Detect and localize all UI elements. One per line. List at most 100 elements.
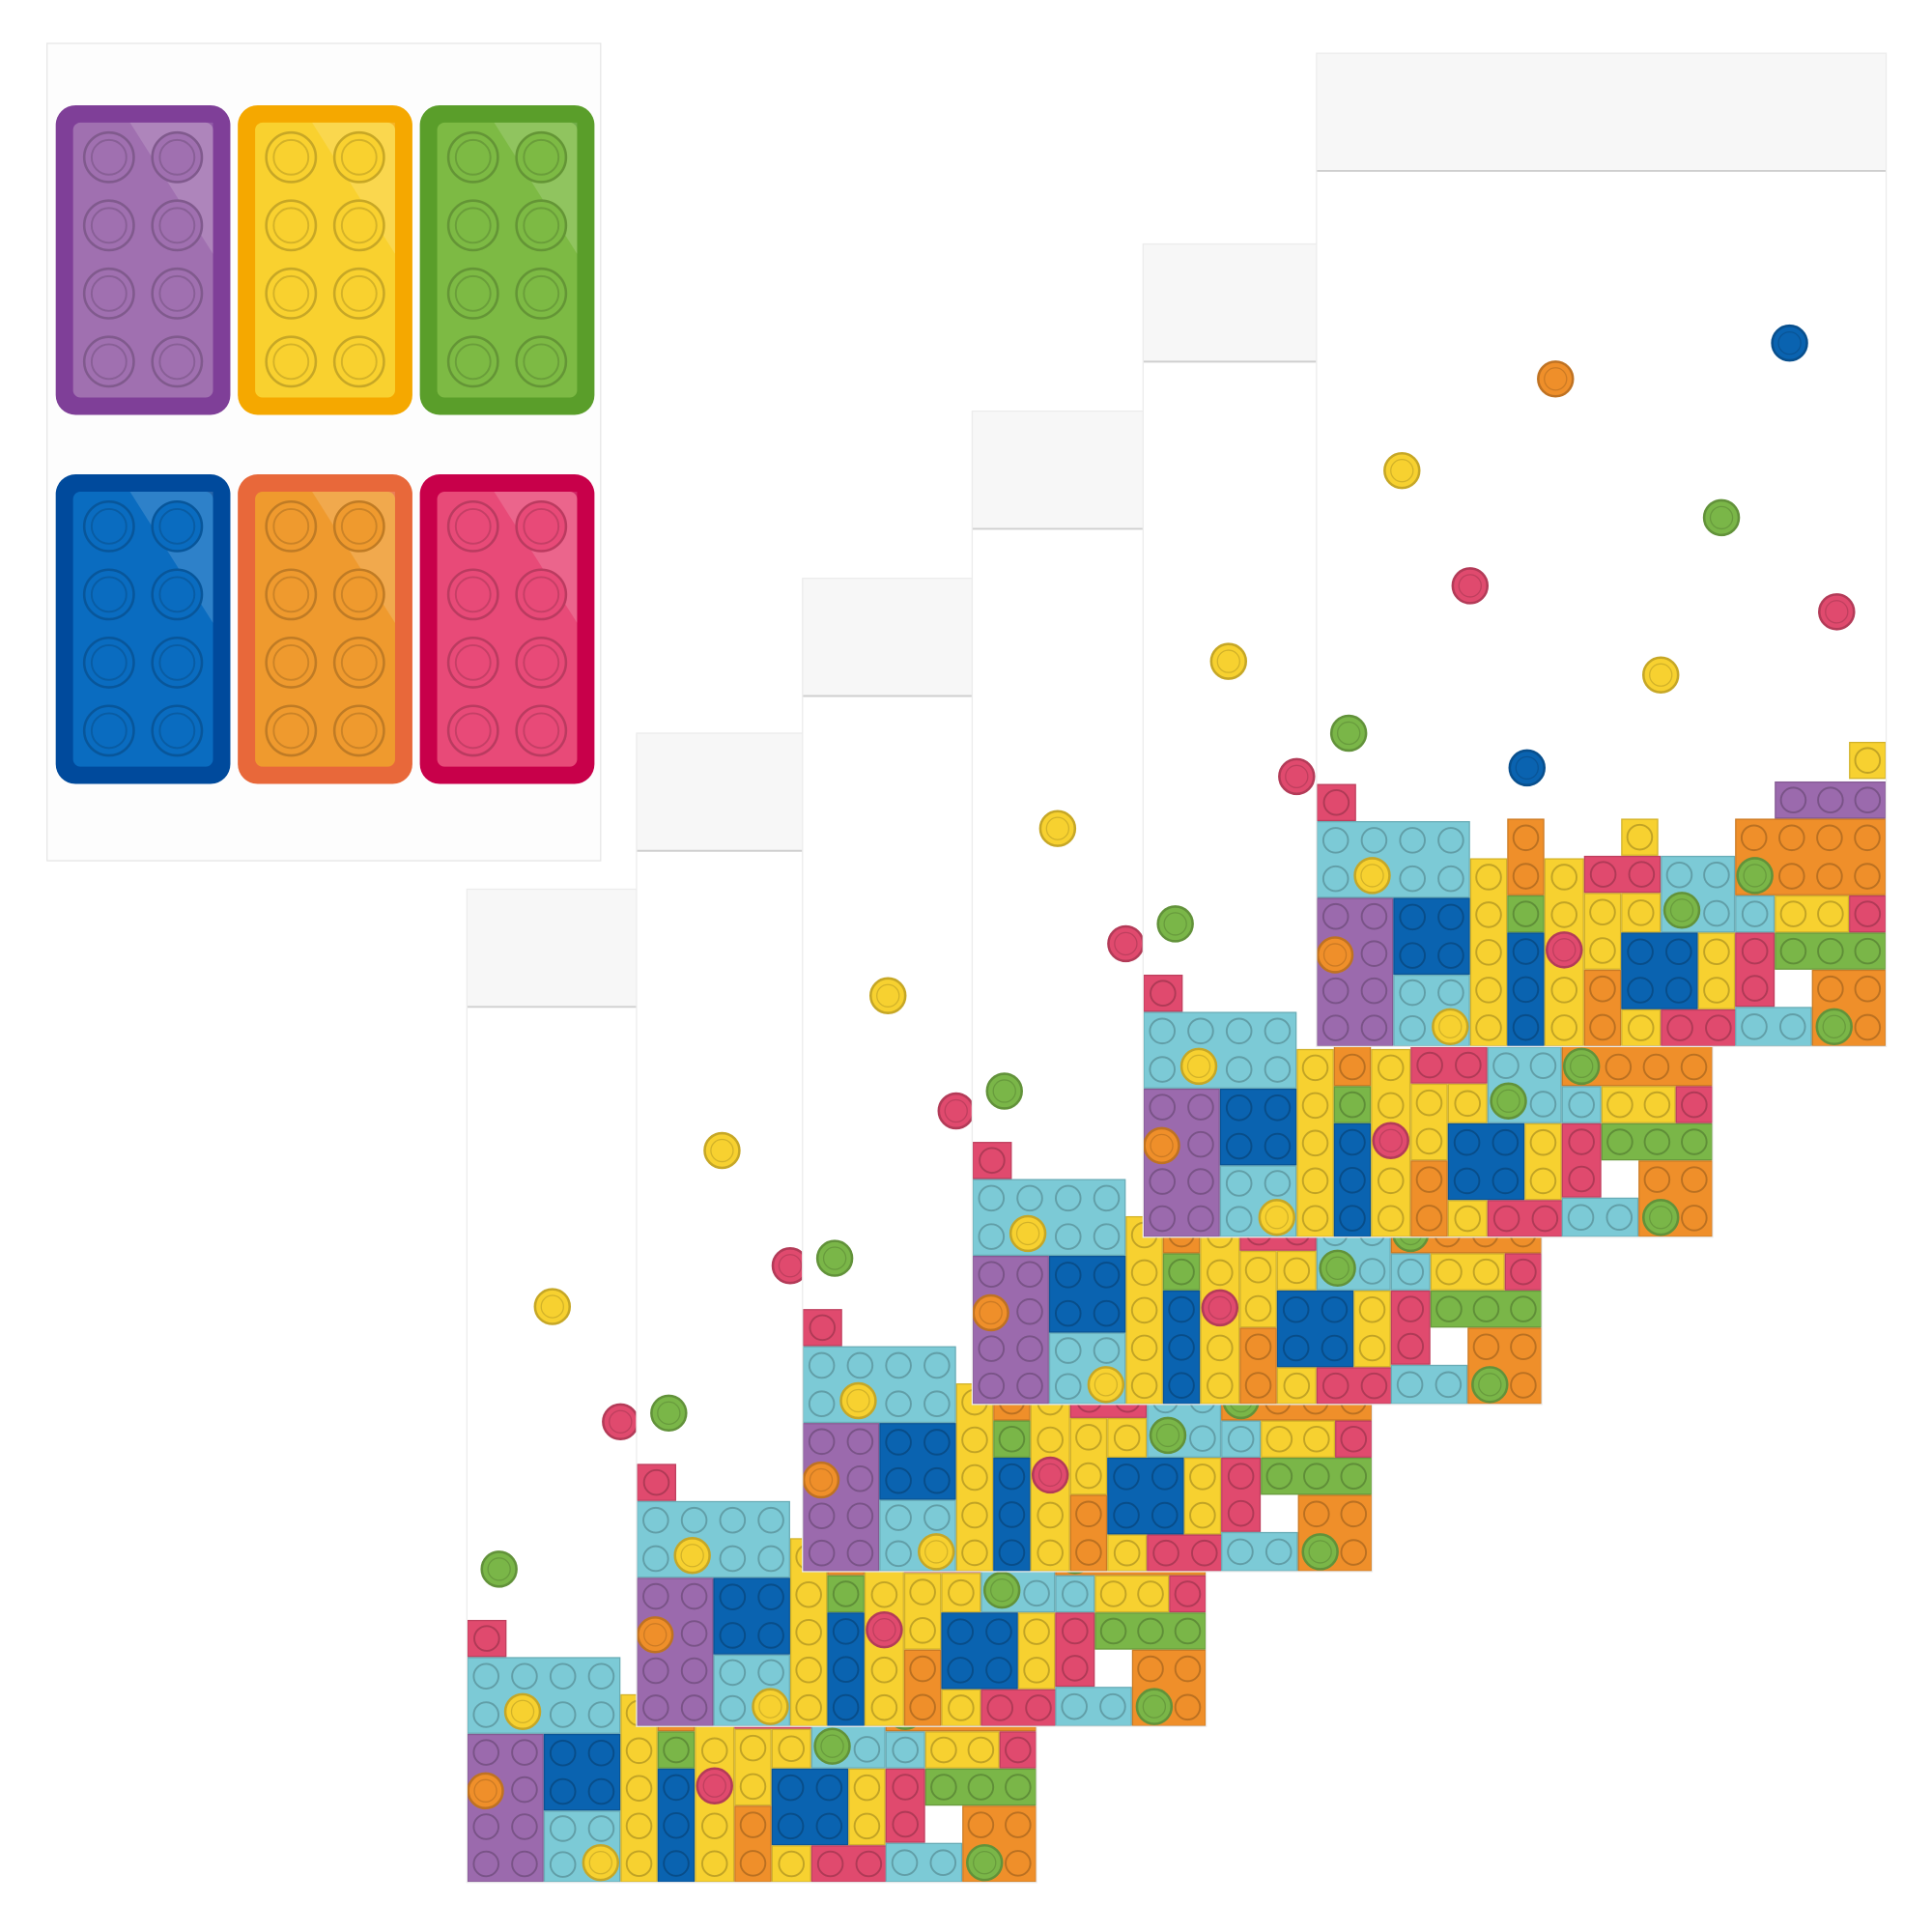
stud <box>816 1850 844 1878</box>
brick-yellow <box>1353 1290 1391 1368</box>
stud <box>757 1622 784 1649</box>
stud <box>1741 900 1769 927</box>
stud <box>795 1656 822 1684</box>
stud <box>472 1850 499 1878</box>
confetti-dot-green <box>815 1239 854 1277</box>
stud <box>855 1850 883 1878</box>
stud-ring <box>90 207 128 244</box>
stud <box>1264 1132 1292 1160</box>
stud <box>1301 1205 1329 1233</box>
confetti-dot-yellow <box>839 1381 877 1420</box>
stud <box>663 1774 690 1802</box>
stud-ring <box>158 712 196 750</box>
stud <box>1321 977 1350 1005</box>
confetti-ring <box>1336 721 1361 746</box>
stud <box>1681 1205 1708 1232</box>
sticker-purple <box>55 104 231 415</box>
stud <box>1589 898 1616 926</box>
brick-green <box>924 1768 1037 1806</box>
confetti-ring <box>1322 943 1348 967</box>
stud <box>1339 1205 1366 1232</box>
stud <box>1779 900 1807 927</box>
stud <box>1191 1539 1218 1567</box>
stud <box>1550 1014 1578 1041</box>
stud-ring <box>272 207 310 244</box>
stud <box>1606 1091 1634 1119</box>
stud <box>1340 1463 1368 1490</box>
confetti-ring <box>1390 459 1414 483</box>
stud <box>625 1775 653 1803</box>
confetti-dot-green <box>1562 1047 1601 1086</box>
stud-ring <box>272 138 310 176</box>
brick-orange <box>1583 969 1622 1047</box>
brick-cyan <box>1143 1011 1297 1089</box>
stud <box>1301 1054 1329 1082</box>
stud <box>472 1813 499 1840</box>
confetti-dot-green <box>813 1727 851 1765</box>
confetti-ring <box>1515 755 1539 781</box>
brick-pink <box>1221 1457 1262 1532</box>
stud <box>1339 1167 1366 1194</box>
stud <box>1453 1167 1481 1195</box>
stud <box>719 1583 747 1610</box>
stud <box>739 1773 767 1801</box>
confetti-ring <box>540 1294 564 1319</box>
stud <box>1741 937 1769 965</box>
stud <box>832 1618 860 1645</box>
stud-ring <box>454 643 492 681</box>
stud <box>700 1850 728 1878</box>
confetti-ring <box>588 1851 612 1875</box>
stud <box>1455 1051 1482 1079</box>
stud <box>1037 1539 1064 1567</box>
stud <box>1265 1425 1293 1453</box>
brick-pink <box>980 1689 1058 1727</box>
stud <box>1187 1168 1214 1195</box>
confetti-dot-pink <box>1107 924 1145 963</box>
confetti-ring <box>1015 1221 1040 1246</box>
brick-yellow <box>955 1383 994 1572</box>
stud <box>1037 1426 1064 1454</box>
stud <box>1339 1091 1366 1119</box>
brick-yellow <box>1697 932 1736 1009</box>
confetti-dot-yellow <box>1383 451 1421 490</box>
brick-green <box>1333 1086 1372 1123</box>
confetti-dot-pink <box>1546 931 1583 969</box>
stud <box>1207 1372 1234 1400</box>
brick-yellow <box>1261 1420 1336 1458</box>
stud <box>1741 975 1769 1002</box>
confetti-ring <box>876 983 900 1008</box>
confetti-dot-green <box>1815 1008 1853 1046</box>
confetti-ring <box>710 1138 734 1163</box>
stud <box>1415 1127 1443 1155</box>
stud <box>1099 1692 1126 1720</box>
stud <box>1529 1128 1557 1156</box>
stud <box>998 1463 1026 1491</box>
stud <box>1025 1694 1052 1721</box>
stud <box>1510 1372 1537 1399</box>
sticker-face <box>72 122 213 398</box>
stud-ring <box>340 207 378 244</box>
confetti-ring <box>1669 898 1694 923</box>
stud <box>1567 1204 1595 1232</box>
bag-outline <box>1316 52 1888 1047</box>
stud <box>1321 1334 1349 1362</box>
stud <box>777 1774 805 1802</box>
stud <box>978 1184 1006 1212</box>
stud <box>1399 1014 1426 1042</box>
stud <box>1168 1258 1195 1286</box>
stud <box>1475 1014 1502 1041</box>
brick-cyan <box>1390 1364 1468 1405</box>
stud-ring <box>523 274 560 312</box>
stud <box>1149 1056 1176 1083</box>
confetti-dot-pink <box>1031 1456 1069 1494</box>
stud <box>1665 977 1692 1004</box>
stud <box>1113 1539 1141 1567</box>
stud <box>1453 1128 1481 1156</box>
stud <box>719 1659 747 1687</box>
stud <box>1301 1129 1329 1157</box>
stud <box>1377 1092 1405 1120</box>
confetti-dot-orange <box>636 1616 674 1654</box>
brick-green <box>1601 1122 1714 1161</box>
stud <box>511 1776 538 1804</box>
stud-ring <box>454 576 492 613</box>
